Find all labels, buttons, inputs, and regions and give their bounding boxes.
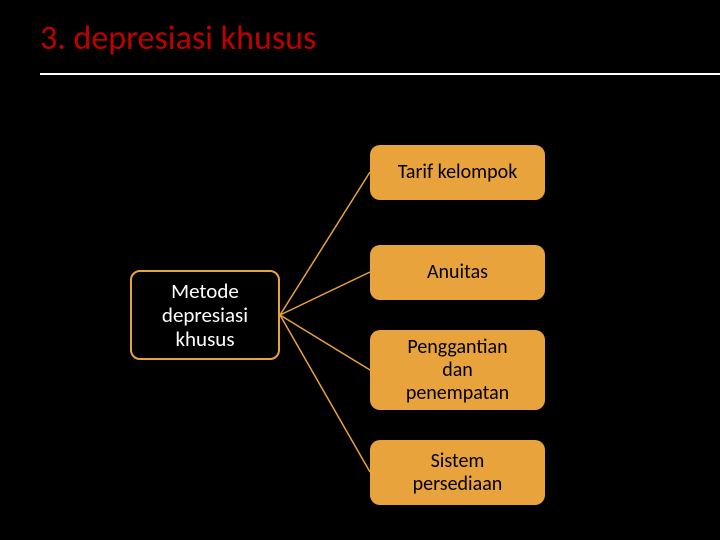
root-node: Metode depresiasi khusus	[130, 270, 280, 360]
diagram-canvas: Metode depresiasi khusus Tarif kelompok An…	[0, 115, 720, 535]
child-node-1: Anuitas	[370, 245, 545, 300]
child-node-2: Penggantian dan penempatan	[370, 330, 545, 410]
title-area: 3. depresiasi khusus	[0, 0, 720, 85]
connector-layer	[0, 115, 720, 535]
title-divider	[40, 73, 720, 75]
child-node-0: Tarif kelompok	[370, 145, 545, 200]
connector-line	[280, 315, 370, 472]
connector-line	[280, 315, 370, 370]
page-title: 3. depresiasi khusus	[40, 18, 720, 59]
child-node-3: Sistem persediaan	[370, 440, 545, 505]
